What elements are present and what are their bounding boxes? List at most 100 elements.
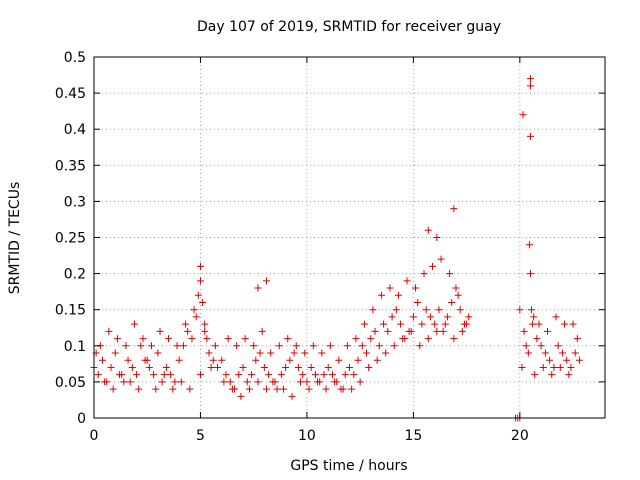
data-point	[365, 363, 373, 371]
data-point	[573, 335, 581, 343]
data-point	[526, 132, 534, 140]
data-point	[292, 342, 300, 350]
data-point	[348, 385, 356, 393]
data-point	[152, 385, 160, 393]
data-point	[99, 356, 107, 364]
data-point	[407, 327, 415, 335]
data-point	[311, 371, 319, 379]
data-point	[363, 349, 371, 357]
data-point	[552, 313, 560, 321]
data-point	[262, 385, 270, 393]
data-point	[433, 234, 441, 241]
data-point	[339, 385, 347, 393]
x-tick-label: 20	[511, 428, 529, 444]
data-point	[237, 392, 245, 400]
data-point	[420, 270, 428, 278]
data-point	[171, 378, 179, 386]
data-point	[550, 363, 558, 371]
data-point	[199, 298, 207, 306]
data-point	[186, 385, 194, 393]
data-points	[90, 75, 583, 422]
data-point	[352, 335, 360, 343]
data-point	[320, 371, 328, 379]
data-point	[218, 356, 226, 364]
data-point	[179, 342, 187, 350]
data-point	[435, 306, 443, 314]
x-tick-label: 5	[196, 428, 205, 444]
data-point	[341, 371, 349, 379]
chart-title: Day 107 of 2019, SRMTID for receiver gua…	[197, 19, 501, 35]
data-point	[454, 291, 462, 299]
data-point	[175, 356, 183, 364]
x-tick-label: 10	[298, 428, 316, 444]
data-point	[122, 342, 130, 350]
data-point	[118, 371, 126, 379]
data-point	[203, 335, 211, 343]
data-point	[529, 320, 537, 328]
data-point	[290, 349, 298, 357]
data-point	[412, 284, 420, 292]
data-point	[265, 371, 273, 379]
data-point	[565, 371, 573, 379]
data-point	[522, 342, 530, 350]
data-point	[196, 371, 204, 379]
data-point	[375, 342, 383, 350]
data-point	[377, 291, 385, 299]
data-point	[165, 335, 173, 343]
data-point	[258, 327, 266, 335]
data-point	[328, 371, 336, 379]
data-point	[426, 313, 434, 321]
y-tick-label: 0.35	[55, 158, 86, 174]
data-point	[252, 356, 260, 364]
data-point	[422, 306, 430, 314]
data-point	[211, 342, 219, 350]
data-point	[448, 298, 456, 306]
data-point	[409, 313, 417, 321]
data-point	[575, 356, 583, 364]
data-point	[563, 356, 571, 364]
data-point	[571, 349, 579, 357]
data-point	[331, 378, 339, 386]
data-point	[456, 306, 464, 314]
data-point	[120, 378, 128, 386]
data-point	[307, 363, 315, 371]
data-point	[397, 320, 405, 328]
data-point	[297, 378, 305, 386]
data-point	[309, 342, 317, 350]
data-point	[567, 363, 575, 371]
data-point	[279, 385, 287, 393]
data-point	[525, 241, 533, 249]
data-point	[358, 342, 366, 350]
data-point	[243, 378, 251, 386]
data-point	[541, 349, 549, 357]
data-point	[275, 342, 283, 350]
data-point	[429, 262, 437, 270]
grid-lines	[94, 57, 605, 418]
x-tick-label: 15	[404, 428, 422, 444]
y-tick-label: 0.45	[55, 86, 86, 102]
x-tick-label: 0	[90, 428, 99, 444]
data-point	[516, 306, 524, 314]
data-point	[162, 363, 170, 371]
data-point	[452, 284, 460, 292]
data-point	[424, 335, 432, 343]
data-point	[94, 371, 102, 379]
data-point	[416, 342, 424, 350]
axis-ticks: 0 0.05 0.1 0.15 0.2 0.25 0.3 0.35 0.4 0.45 0.5 0 5 10…	[55, 50, 605, 444]
data-point	[256, 349, 264, 357]
data-point	[101, 378, 109, 386]
data-point	[113, 335, 121, 343]
data-point	[111, 349, 119, 357]
data-point	[539, 363, 547, 371]
data-point	[350, 371, 358, 379]
data-point	[318, 349, 326, 357]
data-point	[324, 363, 332, 371]
data-point	[248, 371, 256, 379]
data-point	[519, 111, 527, 119]
data-point	[390, 342, 398, 350]
data-point	[314, 378, 322, 386]
data-point	[530, 313, 538, 321]
data-point	[239, 363, 247, 371]
data-point	[260, 363, 268, 371]
data-point	[354, 356, 362, 364]
